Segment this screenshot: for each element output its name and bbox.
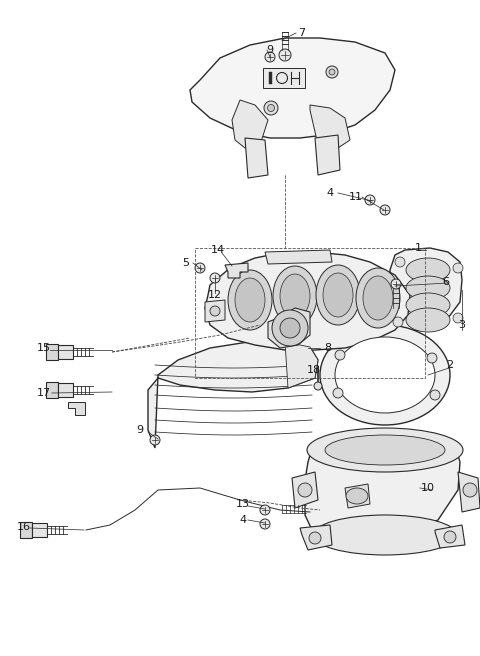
Circle shape	[309, 532, 321, 544]
Text: 18: 18	[307, 365, 321, 375]
Circle shape	[380, 205, 390, 215]
Text: 2: 2	[446, 360, 454, 370]
Polygon shape	[58, 345, 73, 359]
Ellipse shape	[325, 435, 445, 465]
Polygon shape	[310, 105, 350, 148]
Bar	[195, 248, 425, 378]
Polygon shape	[300, 525, 332, 550]
Circle shape	[391, 279, 401, 289]
Text: 4: 4	[326, 188, 334, 198]
Ellipse shape	[307, 428, 463, 472]
Polygon shape	[205, 252, 410, 350]
Circle shape	[210, 306, 220, 316]
Circle shape	[326, 66, 338, 78]
Polygon shape	[285, 342, 318, 388]
Polygon shape	[32, 523, 47, 537]
Circle shape	[210, 273, 220, 283]
Polygon shape	[269, 72, 272, 84]
Circle shape	[444, 531, 456, 543]
Ellipse shape	[323, 273, 353, 317]
Circle shape	[298, 483, 312, 497]
Polygon shape	[190, 38, 395, 138]
Circle shape	[453, 263, 463, 273]
Polygon shape	[268, 308, 310, 348]
Circle shape	[260, 505, 270, 515]
Ellipse shape	[406, 308, 450, 332]
Polygon shape	[390, 248, 462, 332]
Polygon shape	[68, 402, 85, 415]
Polygon shape	[263, 68, 305, 88]
Circle shape	[279, 49, 291, 61]
Ellipse shape	[228, 270, 272, 330]
Text: 10: 10	[421, 483, 435, 493]
Polygon shape	[345, 484, 370, 508]
Circle shape	[314, 382, 322, 390]
Polygon shape	[458, 472, 480, 512]
Polygon shape	[265, 250, 332, 264]
Polygon shape	[315, 135, 340, 175]
Text: 3: 3	[458, 320, 466, 330]
Ellipse shape	[406, 258, 450, 282]
Text: 14: 14	[211, 245, 225, 255]
Text: 4: 4	[240, 515, 247, 525]
Polygon shape	[58, 383, 73, 397]
Text: 13: 13	[236, 499, 250, 509]
Polygon shape	[225, 263, 248, 278]
Ellipse shape	[235, 278, 265, 322]
Text: 16: 16	[17, 522, 31, 532]
Circle shape	[393, 317, 403, 327]
Circle shape	[195, 263, 205, 273]
Text: 8: 8	[324, 343, 332, 353]
Circle shape	[365, 195, 375, 205]
Text: 6: 6	[443, 277, 449, 287]
Circle shape	[333, 388, 343, 398]
Circle shape	[272, 310, 308, 346]
Polygon shape	[148, 342, 318, 448]
Polygon shape	[205, 300, 225, 322]
Polygon shape	[46, 344, 58, 360]
Ellipse shape	[406, 276, 450, 300]
Text: 9: 9	[266, 45, 274, 55]
Circle shape	[150, 435, 160, 445]
Ellipse shape	[356, 268, 400, 328]
Polygon shape	[20, 522, 32, 538]
Circle shape	[395, 257, 405, 267]
Circle shape	[267, 104, 275, 112]
Text: 11: 11	[349, 192, 363, 202]
Polygon shape	[245, 138, 268, 178]
Text: 1: 1	[415, 243, 421, 253]
Ellipse shape	[320, 325, 450, 425]
Circle shape	[453, 313, 463, 323]
Circle shape	[265, 52, 275, 62]
Ellipse shape	[335, 337, 435, 413]
Polygon shape	[292, 472, 318, 508]
Polygon shape	[305, 430, 460, 540]
Circle shape	[260, 519, 270, 529]
Ellipse shape	[363, 276, 393, 320]
Text: 7: 7	[299, 28, 306, 38]
Ellipse shape	[406, 293, 450, 317]
Circle shape	[264, 101, 278, 115]
Text: 17: 17	[37, 388, 51, 398]
Circle shape	[280, 318, 300, 338]
Ellipse shape	[273, 266, 317, 326]
Text: 15: 15	[37, 343, 51, 353]
Ellipse shape	[313, 515, 457, 555]
Ellipse shape	[316, 265, 360, 325]
Text: 5: 5	[182, 258, 190, 268]
Ellipse shape	[280, 274, 310, 318]
Circle shape	[329, 69, 335, 75]
Circle shape	[427, 353, 437, 363]
Text: 9: 9	[136, 425, 144, 435]
Polygon shape	[435, 525, 465, 548]
Polygon shape	[46, 382, 58, 398]
Circle shape	[335, 350, 345, 360]
Circle shape	[463, 483, 477, 497]
Ellipse shape	[346, 488, 368, 504]
Polygon shape	[232, 100, 268, 148]
Text: 12: 12	[208, 290, 222, 300]
Circle shape	[430, 390, 440, 400]
